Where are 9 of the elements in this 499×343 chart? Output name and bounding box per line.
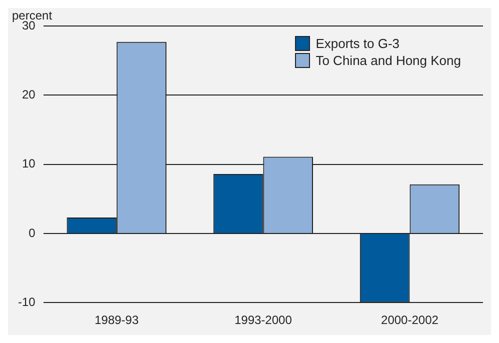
legend-label: Exports to G-3 [316,36,400,51]
x-tick-label: 1989-93 [94,313,139,328]
x-tick-label: 2000-2002 [381,313,439,328]
legend-label: To China and Hong Kong [316,53,461,68]
x-tick-label: 1993-2000 [234,313,292,328]
y-tick-label: 20 [22,87,36,102]
y-tick-label: 10 [22,156,36,171]
y-tick-label: -10 [18,294,36,309]
y-tick-label: 0 [28,226,36,240]
